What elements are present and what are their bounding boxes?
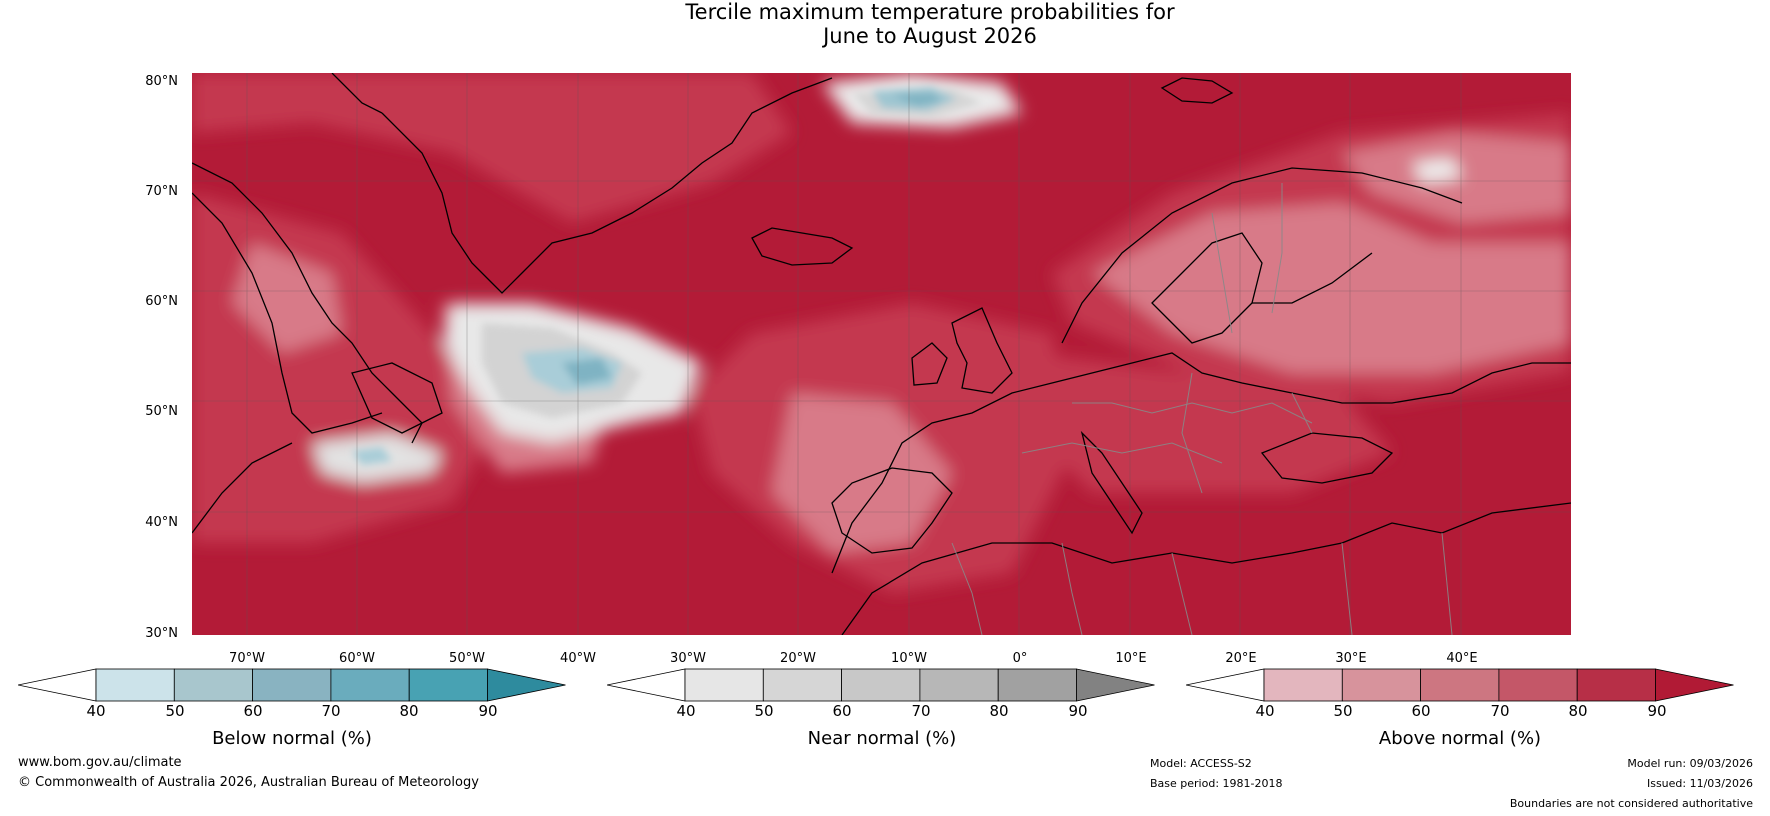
colorbar-below-label: Below normal (%) [212,728,372,749]
graticule [192,73,1571,635]
colorbar-below-tick: 70 [321,702,341,720]
country-borders [951,183,1453,636]
footer-url: www.bom.gov.au/climate [18,755,182,770]
lat-label-30n: 30°N [145,626,178,641]
footer-model: Model: ACCESS-S2 [1150,757,1252,770]
colorbar-swatch [1263,668,1343,702]
map-title: Tercile maximum temperature probabilitie… [0,0,1770,48]
title-line-1: Tercile maximum temperature probabilitie… [685,0,1175,24]
colorbar-near-tick: 90 [1068,702,1088,720]
lat-label-50n: 50°N [145,404,178,419]
colorbar-above-tick: 80 [1568,702,1588,720]
colorbar-near-tick: 60 [832,702,852,720]
lon-label-20w: 20°W [780,651,816,666]
colorbar-near-tick: 50 [754,702,774,720]
probability-map [191,72,1572,636]
colorbar-swatch [408,668,488,702]
colorbar-swatch [1576,668,1656,702]
lat-label-40n: 40°N [145,515,178,530]
colorbar-above-label: Above normal (%) [1378,728,1542,749]
lon-label-10e: 10°E [1115,651,1147,666]
colorbar-extend-high [1076,668,1155,702]
colorbar-below-tick: 40 [86,702,106,720]
lat-label-60n: 60°N [145,294,178,309]
colorbar-extend-low [1186,668,1265,702]
colorbar-above-tick: 90 [1647,702,1667,720]
lat-label-80n: 80°N [145,74,178,89]
colorbar-below-tick: 80 [399,702,419,720]
lon-label-70w: 70°W [229,651,265,666]
colorbar-above-swatches [1186,668,1734,702]
coastlines [191,72,1572,636]
colorbar-below-tick: 60 [243,702,263,720]
latitude-labels: 80°N 70°N 60°N 50°N 40°N 30°N [120,0,178,816]
colorbar-near-label: Near normal (%) [807,728,957,749]
colorbar-swatch [841,668,921,702]
lon-label-10w: 10°W [891,651,927,666]
footer-issued: Issued: 11/03/2026 [1646,777,1753,790]
lon-label-40e: 40°E [1446,651,1478,666]
colorbar-below-tick: 50 [165,702,185,720]
colorbar-swatch [684,668,764,702]
colorbar-swatch [1498,668,1578,702]
lon-label-40w: 40°W [560,651,596,666]
footer-disclaimer: Boundaries are not considered authoritat… [1509,797,1753,810]
colorbar-swatch [1341,668,1422,702]
colorbar-below-tick: 90 [478,702,498,720]
colorbar-swatch [919,668,999,702]
lat-label-70n: 70°N [145,184,178,199]
lon-label-0: 0° [1012,651,1028,666]
lon-label-60w: 60°W [339,651,375,666]
colorbar-swatch [762,668,843,702]
colorbar-swatch [330,668,410,702]
colorbar-near-tick: 80 [989,702,1009,720]
colorbar-swatch [1420,668,1500,702]
footer-model-run: Model run: 09/03/2026 [1627,757,1753,770]
lon-label-50w: 50°W [449,651,485,666]
lon-label-30w: 30°W [670,651,706,666]
colorbar-extend-low [607,668,686,702]
lon-label-20e: 20°E [1225,651,1257,666]
colorbar-extend-low [18,668,97,702]
colorbar-near-swatches [607,668,1155,702]
colorbar-above-tick: 40 [1255,702,1275,720]
colorbar-above-tick: 70 [1490,702,1510,720]
colorbar-swatch [173,668,254,702]
colorbar-extend-high [1655,668,1734,702]
colorbar-swatch [997,668,1077,702]
colorbar-below-swatches [18,668,566,702]
footer-copyright: © Commonwealth of Australia 2026, Austra… [18,775,479,790]
colorbar-above-tick: 50 [1333,702,1353,720]
colorbar-near-tick: 70 [911,702,931,720]
title-line-2: June to August 2026 [823,24,1037,48]
colorbar-extend-high [487,668,566,702]
footer-base-period: Base period: 1981-2018 [1150,777,1283,790]
colorbar-swatch [95,668,175,702]
colorbar-above-tick: 60 [1411,702,1431,720]
colorbar-swatch [252,668,332,702]
lon-label-30e: 30°E [1335,651,1367,666]
probability-field-detail [352,87,982,465]
colorbar-near-tick: 40 [676,702,696,720]
